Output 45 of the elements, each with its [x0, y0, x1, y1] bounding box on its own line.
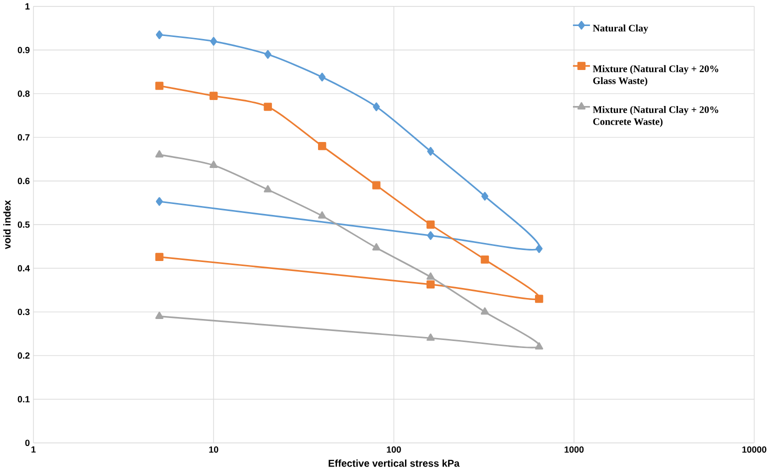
y-axis-title: void index: [3, 200, 11, 250]
y-tick-label: 0.4: [18, 265, 30, 272]
point: [318, 72, 326, 82]
y-tick-label: 0.8: [18, 90, 30, 97]
x-tick-label: 10: [209, 446, 218, 453]
point: [536, 244, 543, 253]
point: [480, 307, 489, 315]
point: [318, 211, 326, 218]
point: [372, 102, 380, 112]
legend-label: Mixture (Natural Clay + 20% Concrete Waste): [592, 106, 718, 127]
y-tick-label: 1: [25, 3, 30, 10]
point: [372, 243, 380, 250]
point: [318, 142, 326, 150]
point: [264, 185, 272, 192]
point: [426, 272, 435, 280]
legend-label: Mixture (Natural Clay + 20% Glass Waste): [592, 65, 718, 86]
x-tick-label: 1: [31, 446, 36, 452]
x-tick-label: 1000: [564, 446, 584, 453]
point: [156, 30, 163, 40]
point: [264, 50, 272, 59]
y-tick-label: 0.9: [18, 46, 30, 54]
point: [210, 160, 218, 168]
x-tick-label: 100: [386, 446, 401, 453]
y-tick-label: 0.7: [18, 134, 30, 140]
y-tick-label: 0: [25, 440, 30, 446]
point: [535, 294, 544, 303]
y-tick-label: 0.1: [18, 396, 30, 402]
point: [535, 342, 544, 350]
y-tick-label: 0.3: [18, 308, 30, 316]
point: [427, 146, 434, 156]
point: [264, 102, 272, 111]
y-tick-label: 0.5: [18, 221, 30, 228]
point: [426, 220, 435, 229]
point: [210, 92, 218, 100]
x-axis-title: Effective vertical stress kPa: [328, 459, 460, 467]
x-tick-label: 10000: [742, 446, 766, 453]
y-tick-label: 0.6: [18, 178, 30, 184]
point: [372, 181, 380, 190]
point: [155, 150, 164, 158]
point: [155, 82, 164, 90]
y-tick-label: 0.2: [18, 352, 30, 359]
point: [210, 36, 218, 46]
legend-label: Natural Clay: [592, 24, 648, 34]
point: [481, 192, 488, 201]
point: [480, 255, 489, 264]
